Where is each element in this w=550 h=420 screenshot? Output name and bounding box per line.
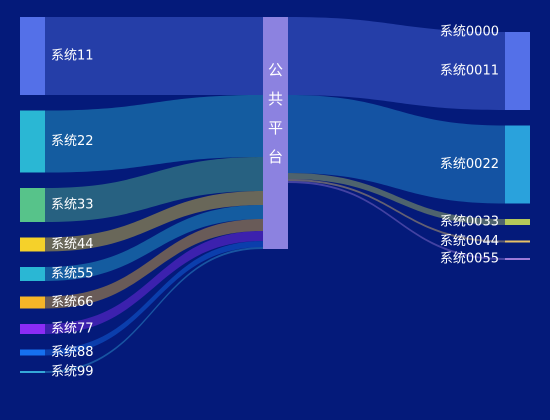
source-label: 系统55: [51, 267, 94, 282]
source-label: 系统77: [51, 322, 94, 337]
nodes: [20, 17, 530, 373]
link-系统11[interactable]: [45, 17, 263, 95]
source-node-系统44[interactable]: [20, 237, 45, 252]
link-系统33[interactable]: [45, 157, 263, 222]
target-node-系统0055[interactable]: [505, 258, 530, 260]
target-label: 系统0055: [440, 252, 499, 267]
target-label: 系统0000: [440, 25, 499, 40]
target-label: 系统0011: [440, 64, 499, 79]
hub-label-char: 公: [268, 61, 283, 79]
hub-label-char: 平: [268, 119, 283, 137]
link-系统0022[interactable]: [288, 95, 505, 204]
link-系统88[interactable]: [45, 241, 263, 356]
target-label: 系统0044: [440, 234, 499, 249]
link-系统22[interactable]: [45, 95, 263, 173]
outgoing-links: [288, 17, 505, 260]
link-系统44[interactable]: [45, 191, 263, 252]
source-label: 系统11: [51, 49, 94, 64]
source-label: 系统88: [51, 345, 94, 360]
target-node-系统0022[interactable]: [505, 125, 530, 204]
source-node-系统88[interactable]: [20, 349, 45, 356]
link-系统0011[interactable]: [288, 17, 505, 110]
source-node-系统55[interactable]: [20, 267, 45, 281]
source-label: 系统99: [51, 365, 94, 380]
link-系统66[interactable]: [45, 219, 263, 309]
source-label: 系统33: [51, 198, 94, 213]
source-node-系统66[interactable]: [20, 296, 45, 309]
target-node-系统0033[interactable]: [505, 219, 530, 225]
link-系统99[interactable]: [45, 247, 263, 373]
link-系统0033[interactable]: [288, 173, 505, 225]
hub-node[interactable]: [263, 17, 288, 249]
link-系统77[interactable]: [45, 231, 263, 334]
source-label: 系统66: [51, 295, 94, 310]
target-node-系统0011[interactable]: [505, 32, 530, 110]
link-系统0055[interactable]: [288, 181, 505, 260]
source-node-系统22[interactable]: [20, 110, 45, 173]
source-label: 系统44: [51, 237, 94, 252]
source-node-系统77[interactable]: [20, 324, 45, 334]
link-系统55[interactable]: [45, 205, 263, 281]
source-label: 系统22: [51, 134, 94, 149]
hub-label-char: 共: [268, 90, 283, 108]
labels: 系统11 系统22 系统33 系统44 系统55 系统66 系统77 系统88 系统99 公共平台…: [51, 25, 499, 380]
target-node-系统0044[interactable]: [505, 240, 530, 243]
source-node-系统33[interactable]: [20, 188, 45, 222]
target-label: 系统0033: [440, 215, 499, 230]
incoming-links: [45, 17, 263, 373]
target-label: 系统0022: [440, 157, 499, 172]
source-node-系统11[interactable]: [20, 17, 45, 95]
link-系统0044[interactable]: [288, 179, 505, 243]
hub-label-char: 台: [268, 148, 283, 166]
source-node-系统99[interactable]: [20, 371, 45, 373]
